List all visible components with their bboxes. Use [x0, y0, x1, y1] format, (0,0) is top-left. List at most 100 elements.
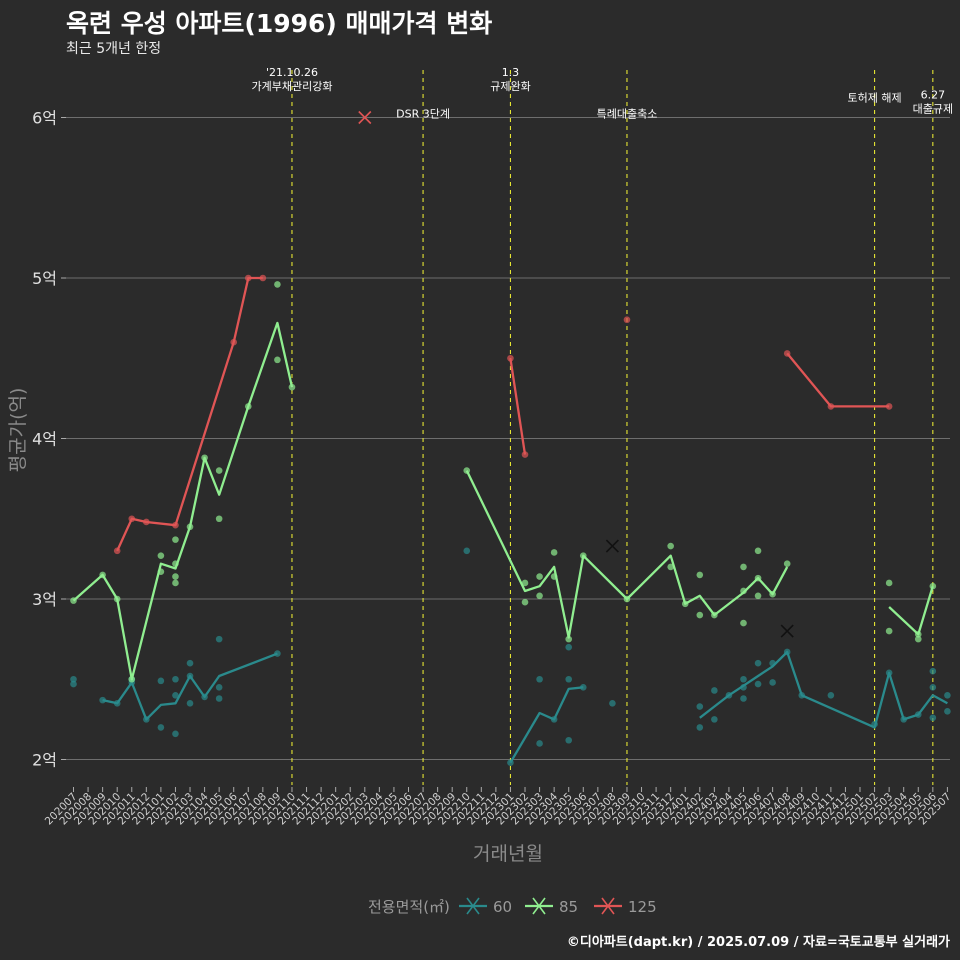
series-60-line: [699, 650, 948, 729]
series-60-point: [696, 703, 704, 710]
chart-subtitle: 최근 5개년 한정: [66, 41, 162, 57]
series-85-point: [157, 568, 165, 576]
series-85-point: [754, 592, 762, 600]
series-60-point: [99, 696, 106, 704]
series-60-point: [507, 759, 514, 767]
series-85-point: [215, 467, 223, 474]
series-60-point: [740, 695, 747, 702]
event-label: 대출규제: [913, 103, 953, 116]
series-85-point: [667, 542, 674, 550]
series-125-max-marker: [358, 110, 372, 125]
series-125-point: [521, 451, 529, 458]
series-60-point: [827, 692, 835, 699]
series-60-point: [215, 635, 223, 643]
y-tick-label: 6억: [32, 109, 57, 128]
series-60-point: [186, 700, 194, 707]
series-85-point: [740, 563, 747, 571]
series-85-line: [888, 585, 934, 636]
source-caption: ©디아파트(dapt.kr) / 2025.07.09 / 자료=국토교통부 실…: [566, 935, 950, 950]
series-85-point: [157, 552, 165, 559]
series-60-point: [754, 659, 762, 667]
series-85-point: [536, 573, 543, 580]
series-125-line: [116, 276, 263, 552]
series-60-point: [172, 675, 179, 683]
series-85-point: [172, 560, 179, 567]
series-85-point: [70, 597, 77, 604]
series-60-point: [929, 667, 937, 675]
series-85-line: [465, 470, 789, 639]
series-60-point: [798, 692, 806, 699]
series-60-point: [565, 736, 573, 744]
series-60-line: [102, 652, 278, 721]
legend-key-marker: [466, 897, 480, 915]
series-60-point: [172, 730, 179, 738]
series-60-point: [186, 659, 194, 667]
series-125-point: [113, 547, 121, 555]
y-tick-label: 3억: [32, 590, 57, 609]
series-85-point: [696, 571, 704, 579]
legend-title: 전용면적(㎡): [368, 898, 450, 916]
series-125-point: [623, 316, 631, 324]
series-125-point: [143, 518, 150, 526]
series-60-point: [769, 659, 776, 667]
series-85-line: [72, 321, 294, 681]
series-85-point: [914, 631, 922, 638]
event-label: 1.3: [502, 66, 520, 79]
series-85-point: [769, 590, 776, 598]
series-60-point: [157, 677, 165, 685]
y-tick-label: 2억: [32, 751, 57, 770]
event-label: 특례대출축소: [597, 108, 658, 121]
series-60-point: [536, 740, 543, 747]
series-85-point: [536, 592, 543, 600]
series-85-point: [579, 552, 587, 559]
x-axis-title: 거래년월: [473, 843, 543, 865]
series-60-point: [157, 724, 165, 731]
series-60-point: [725, 692, 733, 699]
series-60-point: [143, 716, 150, 723]
series-85-point: [696, 611, 704, 619]
series-60-point: [565, 643, 573, 651]
series-60-point: [565, 675, 573, 683]
series-85-point: [783, 560, 791, 567]
series-85-point: [885, 627, 893, 635]
event-label: 가계부채관리강화: [251, 80, 332, 93]
series-85-point: [172, 573, 179, 580]
series-60-point: [944, 692, 951, 699]
series-60-point: [769, 679, 776, 686]
series-85-point: [288, 383, 296, 391]
series-60-point: [740, 683, 747, 691]
series-85-point: [274, 281, 281, 288]
series-60-max-marker: [780, 624, 794, 638]
series-125-line: [786, 352, 890, 408]
series-60-point: [274, 650, 281, 657]
series-85-point: [99, 571, 106, 579]
series-85-point: [711, 611, 718, 619]
series-125-point: [172, 521, 179, 529]
series-60-point: [885, 669, 893, 677]
event-label: 6.27: [921, 89, 946, 102]
series-85-point: [521, 598, 529, 606]
series-60-line: [509, 686, 584, 764]
series-60-point: [914, 711, 922, 718]
series-60-point: [609, 700, 616, 707]
series-85-point: [113, 595, 121, 603]
y-axis-title: 평균가(억): [7, 388, 29, 473]
legend-key-marker: [601, 897, 615, 915]
series-85-point: [740, 619, 747, 627]
series-85-point: [215, 515, 223, 523]
series-85-point: [172, 579, 179, 587]
series-85-point: [274, 356, 281, 364]
series-125-point: [128, 515, 136, 523]
series-85-point: [244, 403, 252, 410]
series-85-point: [929, 582, 937, 590]
series-85-point: [521, 579, 529, 587]
chart-title: 옥련 우성 아파트(1996) 매매가격 변화: [66, 9, 493, 38]
series-85-point: [550, 549, 558, 556]
series-60-point: [711, 716, 718, 723]
series-85-point: [681, 600, 689, 608]
legend-key-marker: [532, 897, 546, 915]
series-85-point: [172, 536, 179, 543]
legend-label-85: 85: [559, 898, 578, 916]
y-tick-label: 5억: [32, 269, 57, 288]
